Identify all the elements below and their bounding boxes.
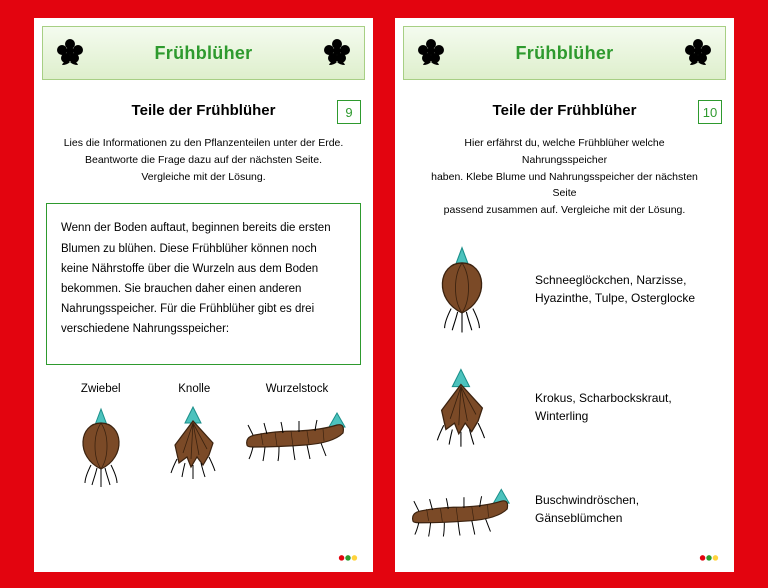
flower-icon [683,38,713,68]
list-item: Schneeglöckchen, Narzisse, Hyazinthe, Tu… [407,239,722,339]
title-banner: Frühblüher [403,26,726,80]
intro-text: Lies die Informationen zu den Pflanzente… [60,135,347,185]
item-text: Schneeglöckchen, Narzisse, Hyazinthe, Tu… [535,271,695,307]
footer-stamp [698,550,720,564]
page-number-badge: 9 [337,100,361,124]
subtitle-row: Teile der Frühblüher 9 [46,102,361,119]
card-subtitle: Teile der Frühblüher [493,102,637,119]
flower-icon [416,38,446,68]
flower-icon [322,38,352,68]
footer-stamp [337,550,359,564]
type-label: Wurzelstock [241,383,353,395]
items-list: Schneeglöckchen, Narzisse, Hyazinthe, Tu… [407,239,722,567]
storage-types-row: Zwiebel Knolle Wurzelstock [54,383,353,493]
intro-text: Hier erfährst du, welche Frühblüher welc… [421,135,708,219]
rhizome-icon [407,475,517,543]
intro-line: haben. Klebe Blume und Nahrungsspeicher … [421,169,708,203]
title-banner: Frühblüher [42,26,365,80]
flower-icon [55,38,85,68]
type-knolle: Knolle [148,383,242,493]
type-label: Zwiebel [54,383,148,395]
subtitle-row: Teile der Frühblüher 10 [407,102,722,119]
tuber-icon [420,363,504,451]
type-wurzelstock: Wurzelstock [241,383,353,493]
rhizome-icon [241,401,353,465]
worksheet-card-right: Frühblüher Teile der Frühblüher 10 Hier … [395,18,734,572]
banner-title: Frühblüher [155,43,253,64]
page-number-badge: 10 [698,100,722,124]
intro-line: Lies die Informationen zu den Pflanzente… [60,135,347,152]
tuber-icon [155,401,233,483]
intro-line: Vergleiche mit der Lösung. [60,169,347,186]
list-item: Krokus, Scharbockskraut, Winterling [407,363,722,451]
worksheet-card-left: Frühblüher Teile der Frühblüher 9 Lies d… [34,18,373,572]
item-text: Buschwindröschen, Gänseblümchen [535,491,639,527]
info-box: Wenn der Boden auftaut, beginnen bereits… [46,203,361,365]
bulb-icon [417,239,507,339]
type-label: Knolle [148,383,242,395]
intro-line: Hier erfährst du, welche Frühblüher welc… [421,135,708,169]
card-subtitle: Teile der Frühblüher [132,102,276,119]
type-zwiebel: Zwiebel [54,383,148,493]
bulb-icon [61,401,141,493]
intro-line: Beantworte die Frage dazu auf der nächst… [60,152,347,169]
banner-title: Frühblüher [516,43,614,64]
item-text: Krokus, Scharbockskraut, Winterling [535,389,672,425]
list-item: Buschwindröschen, Gänseblümchen [407,475,722,543]
intro-line: passend zusammen auf. Vergleiche mit der… [421,202,708,219]
